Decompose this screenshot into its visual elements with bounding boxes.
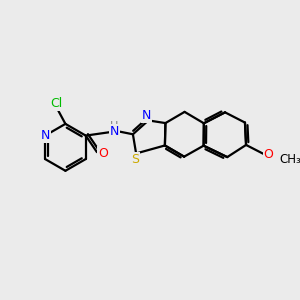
Text: CH₃: CH₃: [279, 153, 300, 166]
Text: N: N: [110, 125, 119, 138]
Text: H: H: [110, 121, 119, 131]
Text: N: N: [142, 109, 151, 122]
Text: O: O: [264, 148, 274, 160]
Text: Cl: Cl: [50, 97, 62, 110]
Text: S: S: [131, 153, 139, 166]
Text: O: O: [98, 147, 108, 160]
Text: N: N: [40, 129, 50, 142]
